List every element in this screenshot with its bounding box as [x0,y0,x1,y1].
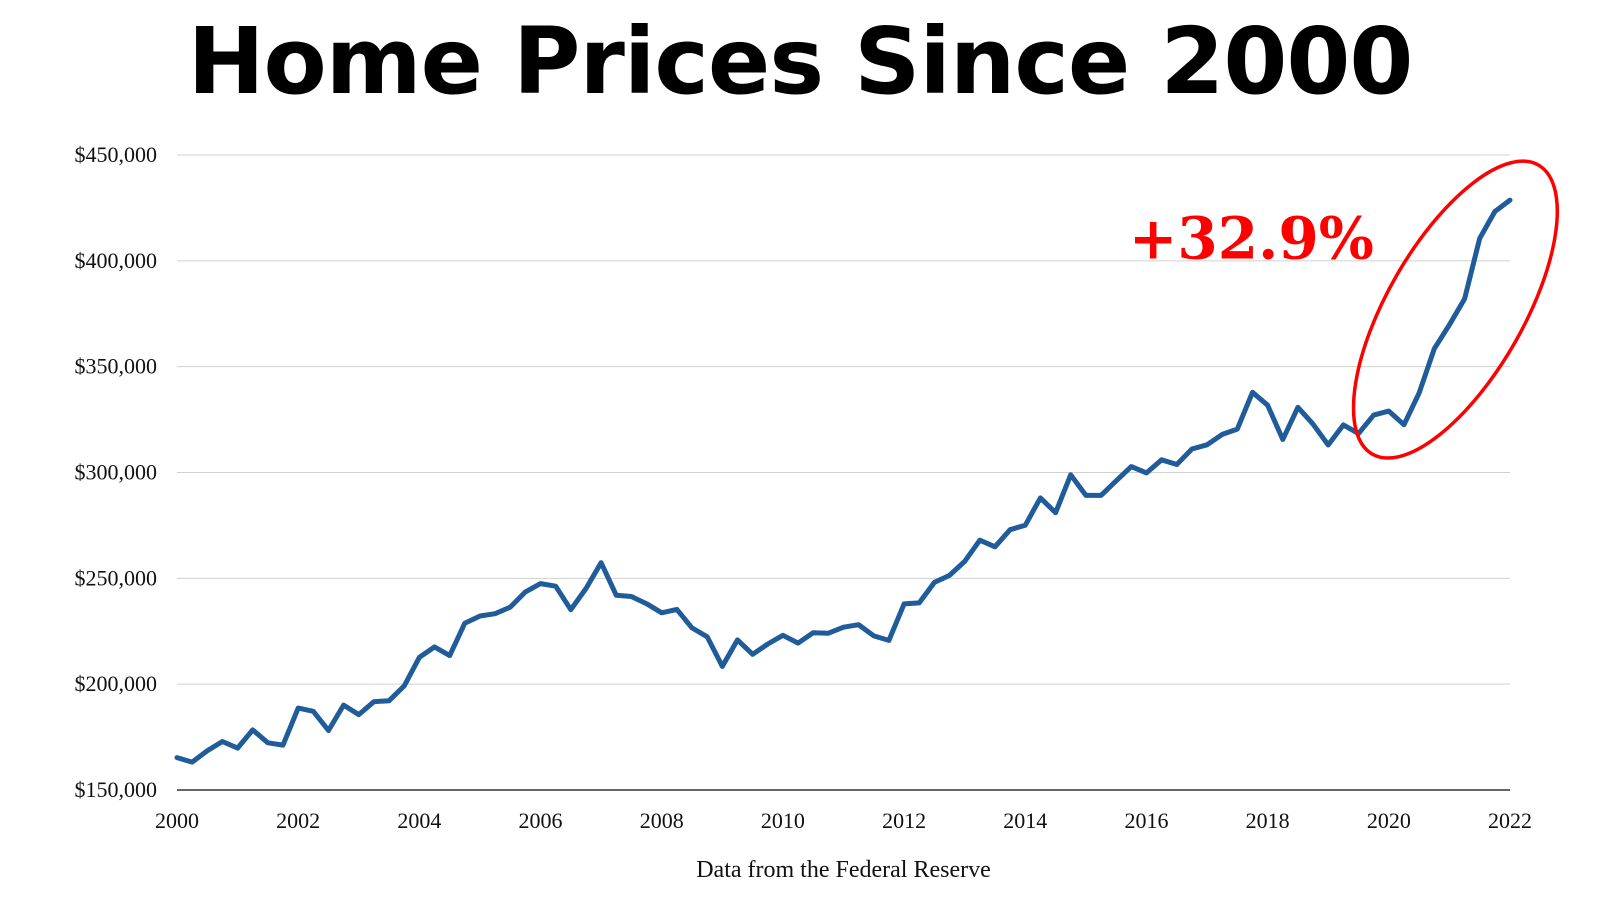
y-tick-label: $150,000 [75,777,158,802]
y-tick-label: $400,000 [75,248,158,273]
x-tick-label: 2020 [1367,808,1411,833]
x-tick-label: 2004 [397,808,441,833]
y-tick-label: $250,000 [75,565,158,590]
x-tick-label: 2008 [640,808,684,833]
series-line [177,200,1510,762]
x-tick-label: 2018 [1246,808,1290,833]
y-tick-label: $200,000 [75,671,158,696]
x-tick-label: 2016 [1124,808,1168,833]
x-tick-label: 2002 [276,808,320,833]
y-tick-label: $350,000 [75,354,158,379]
x-axis-tick-labels: 2000 2002 2004 2006 2008 2010 2012 2014 2016 2018… [155,808,1532,833]
series-layer [177,200,1510,762]
x-tick-label: 2012 [882,808,926,833]
annotation-label: +32.9% [1129,205,1374,273]
y-axis-tick-labels: $150,000 $200,000 $250,000 $300,000 $350,000… [75,142,158,802]
x-tick-label: 2014 [1003,808,1047,833]
annotation-layer: +32.9% [1129,131,1598,488]
x-tick-label: 2006 [519,808,563,833]
x-axis-label: Data from the Federal Reserve [696,857,991,883]
x-tick-label: 2000 [155,808,199,833]
x-tick-label: 2010 [761,808,805,833]
annotation-circle [1313,131,1597,488]
x-tick-label: 2022 [1488,808,1532,833]
y-tick-label: $300,000 [75,460,158,485]
line-chart: $150,000 $200,000 $250,000 $300,000 $350,000… [0,0,1600,900]
y-tick-label: $450,000 [75,142,158,167]
